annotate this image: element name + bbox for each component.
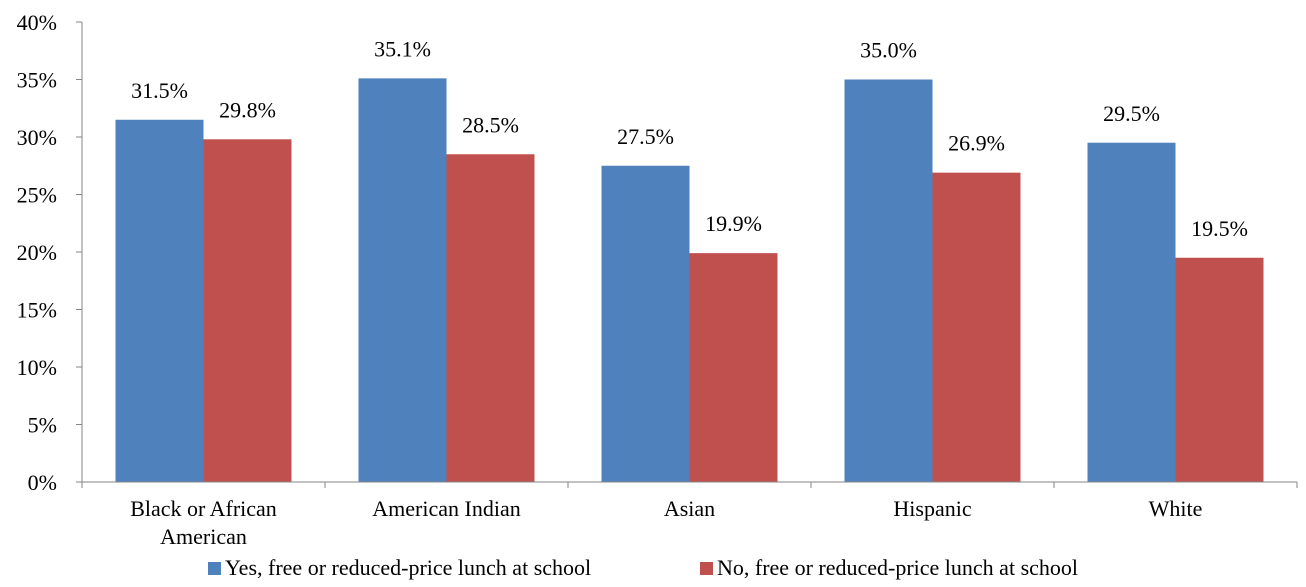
data-label-series-1-category-3: 27.5% <box>617 124 674 149</box>
bars-group <box>115 78 1264 483</box>
data-label-series-2-category-5: 19.5% <box>1191 216 1248 241</box>
y-tick-label: 10% <box>17 355 57 380</box>
data-label-series-1-category-4: 35.0% <box>860 38 917 63</box>
category-label-3: Asian <box>664 496 715 521</box>
category-labels-group: Black or African American American Indian A… <box>130 496 1202 549</box>
category-label-4: Hispanic <box>893 496 971 521</box>
data-label-series-1-category-5: 29.5% <box>1103 101 1160 126</box>
axes-group <box>76 21 1298 488</box>
bar-series-2-category-4 <box>932 172 1021 482</box>
data-label-series-2-category-3: 19.9% <box>705 211 762 236</box>
data-label-series-2-category-1: 29.8% <box>219 97 276 122</box>
y-tick-label: 0% <box>28 470 57 495</box>
y-tick-label: 35% <box>17 68 57 93</box>
y-tick-labels-group: 0% 5% 10% 15% 20% 25% 30% 35% 40% <box>17 10 57 495</box>
y-tick-label: 30% <box>17 125 57 150</box>
bar-series-2-category-5 <box>1175 257 1264 482</box>
y-tick-label: 15% <box>17 298 57 323</box>
legend-swatch-series-1 <box>208 562 221 575</box>
y-tick-label: 5% <box>28 413 57 438</box>
legend-swatch-series-2 <box>700 562 713 575</box>
y-tick-label: 40% <box>17 10 57 35</box>
bar-series-2-category-1 <box>203 139 292 483</box>
bar-series-2-category-2 <box>446 154 535 482</box>
data-labels-group: 31.5% 35.1% 27.5% 35.0% 29.5% 29.8% 28.5% 19.9%… <box>131 36 1248 240</box>
legend-label-series-2: No, free or reduced-price lunch at schoo… <box>717 555 1078 580</box>
category-label-5: White <box>1149 496 1203 521</box>
bar-series-2-category-3 <box>689 253 778 482</box>
y-tick-label: 20% <box>17 240 57 265</box>
data-label-series-1-category-2: 35.1% <box>374 36 431 61</box>
bar-series-1-category-5 <box>1087 142 1176 482</box>
data-label-series-2-category-2: 28.5% <box>462 112 519 137</box>
bar-series-1-category-2 <box>358 78 447 482</box>
legend-label-series-1: Yes, free or reduced-price lunch at scho… <box>225 555 591 580</box>
category-label-1: American <box>160 524 247 549</box>
category-label-2: American Indian <box>372 496 520 521</box>
bar-series-1-category-1 <box>115 119 204 482</box>
data-label-series-1-category-1: 31.5% <box>131 78 188 103</box>
bar-series-1-category-3 <box>601 165 690 482</box>
y-tick-label: 25% <box>17 183 57 208</box>
category-label-1: Black or African <box>130 496 277 521</box>
bar-series-1-category-4 <box>844 79 933 482</box>
data-label-series-2-category-4: 26.9% <box>948 131 1005 156</box>
legend: Yes, free or reduced-price lunch at scho… <box>208 555 1078 580</box>
